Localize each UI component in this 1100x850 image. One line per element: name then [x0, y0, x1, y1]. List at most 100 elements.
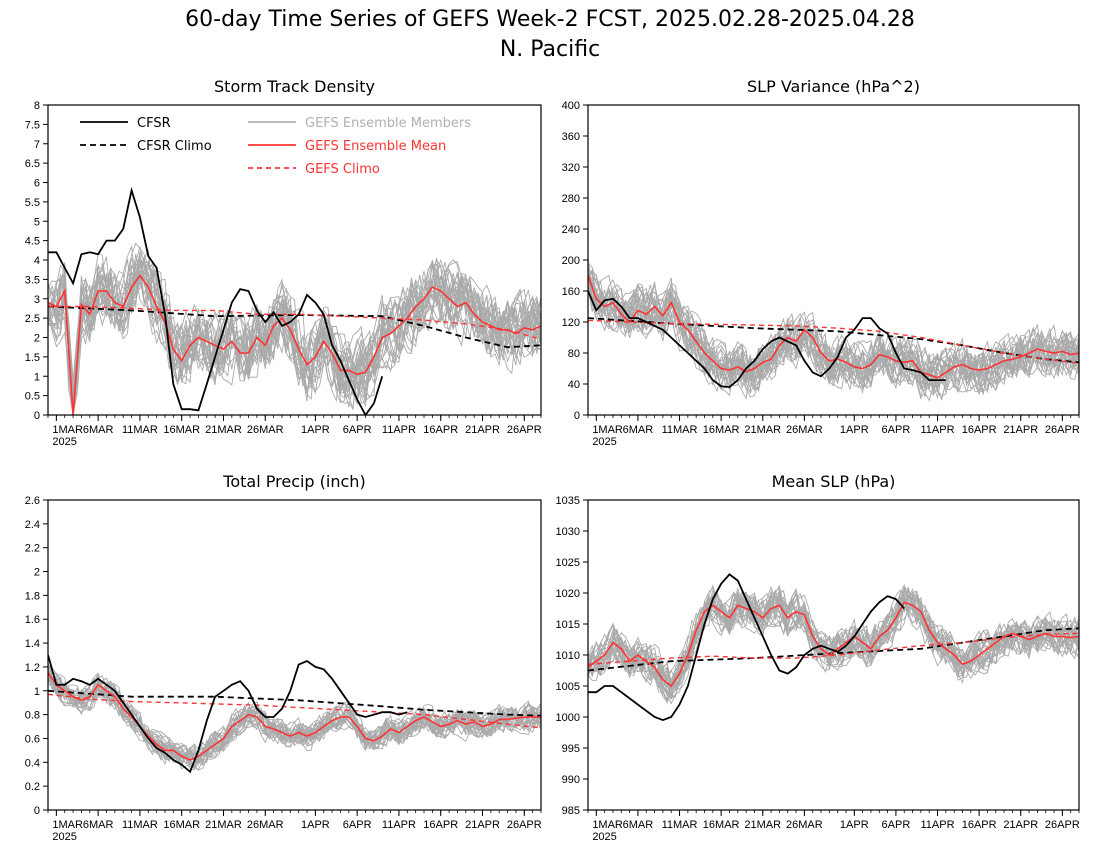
y-tick-label: 3: [34, 294, 40, 306]
x-tick-label: 21MAR: [744, 424, 781, 436]
panel-title: SLP Variance (hPa^2): [747, 77, 920, 96]
y-tick-label: 0: [34, 805, 40, 817]
x-tick-label: 16APR: [962, 819, 997, 831]
series-line-cfsr: [588, 573, 905, 722]
ensemble-member-line: [48, 673, 541, 771]
y-tick-label: 1005: [556, 681, 580, 693]
ensemble-member-line: [48, 252, 541, 412]
ensemble-member-line: [588, 258, 1079, 394]
y-tick-label: 1000: [556, 712, 580, 724]
ensemble-member-line: [588, 590, 1079, 690]
y-tick-label: 280: [562, 193, 580, 205]
y-tick-label: 1030: [556, 526, 580, 538]
y-tick-label: 4: [34, 255, 40, 267]
x-tick-label: 21APR: [465, 424, 500, 436]
x-tick-label: 16MAR: [703, 424, 740, 436]
series-line-cfsr: [48, 654, 408, 774]
ensemble-member-line: [588, 266, 1079, 400]
panel-precip: Total Precip (inch) 0 0.2 0.4 0.6 0.8 1 1.2 1.4 1…: [25, 472, 542, 843]
plot-area: [48, 186, 541, 415]
x-tick-label: 11APR: [921, 819, 955, 831]
ensemble-member-line: [588, 585, 1079, 700]
y-tick-label: 40: [568, 379, 580, 391]
x-tick-label: 21MAR: [744, 819, 781, 831]
series-line-gefs-ensemble-mean: [48, 274, 541, 415]
x-tick-label: 6APR: [882, 819, 911, 831]
y-tick-label: 2.2: [25, 543, 40, 555]
y-tick-label: 5: [34, 216, 40, 228]
y-tick-label: 1015: [556, 619, 580, 631]
y-tick-label: 6: [34, 178, 40, 190]
legend-label-cfsr: CFSR: [137, 116, 171, 131]
y-tick-label: 0.5: [25, 391, 40, 403]
x-tick-label: 16MAR: [163, 819, 200, 831]
y-tick-label: 1: [34, 686, 40, 698]
y-tick-label: 995: [562, 743, 580, 755]
ensemble-member-line: [588, 272, 1079, 398]
series-line-cfsr-climo: [48, 689, 541, 717]
series-line-cfsr-climo: [588, 317, 1079, 364]
x-tick-label: 1APR: [840, 819, 869, 831]
series-line-gefs-climo: [48, 305, 541, 341]
panel-meanslp: Mean SLP (hPa) 985 990 995 1000 1005 1010 1015 1…: [556, 472, 1080, 843]
y-tick-label: 985: [562, 805, 580, 817]
legend: CFSR CFSR Climo GEFS Ensemble Members GEFS …: [80, 116, 471, 177]
x-tick-label: 11MAR: [662, 424, 698, 436]
y-tick-label: 1035: [556, 495, 580, 507]
y-tick-label: 2.6: [25, 495, 40, 507]
y-tick-label: 0.8: [25, 710, 40, 722]
y-tick-label: 1: [34, 371, 40, 383]
series-line-gefs-ensemble-mean: [588, 275, 1079, 379]
y-tick-label: 240: [562, 224, 580, 236]
x-tick-label: 11MAR: [122, 819, 158, 831]
y-tick-label: 4.5: [25, 236, 40, 248]
x-tick-label: 6APR: [343, 819, 372, 831]
y-tick-label: 2.4: [25, 519, 40, 531]
ensemble-member-line: [48, 250, 541, 405]
x-tick-label: 6MAR: [83, 819, 114, 831]
y-tick-label: 6.5: [25, 158, 40, 170]
x-tick-label: 6APR: [882, 424, 911, 436]
ensemble-member-line: [588, 257, 1079, 394]
x-tick-label: 1MAR: [592, 424, 623, 436]
y-tick-label: 1.4: [25, 638, 40, 650]
x-year-label: 2025: [592, 831, 616, 843]
x-tick-label: 1APR: [301, 424, 330, 436]
y-tick-label: 1010: [556, 650, 580, 662]
x-tick-label: 1MAR: [592, 819, 623, 831]
y-tick-label: 2: [34, 333, 40, 345]
series-line-gefs-climo: [588, 319, 1079, 364]
x-tick-label: 21APR: [465, 819, 500, 831]
series-line-cfsr: [48, 186, 384, 415]
x-tick-label: 11APR: [382, 819, 416, 831]
x-tick-label: 6MAR: [623, 819, 654, 831]
x-tick-label: 11APR: [921, 424, 955, 436]
y-tick-label: 1025: [556, 557, 580, 569]
plot-frame: [47, 499, 542, 811]
plot-area: [588, 257, 1079, 402]
ensemble-member-line: [48, 246, 541, 415]
ensemble-member-line: [588, 589, 1079, 686]
panel-title: Storm Track Density: [214, 77, 375, 96]
series-line-gefs-ensemble-mean: [588, 601, 1079, 688]
ensemble-members: [48, 242, 541, 415]
y-tick-label: 3.5: [25, 274, 40, 286]
x-tick-label: 26MAR: [786, 819, 823, 831]
x-tick-label: 21APR: [1003, 424, 1038, 436]
y-tick-label: 360: [562, 131, 580, 143]
series-line-gefs-ensemble-mean: [48, 672, 541, 761]
x-tick-label: 26APR: [507, 819, 542, 831]
y-tick-label: 7.5: [25, 119, 40, 131]
ensemble-member-line: [48, 682, 541, 764]
plot-frame: [47, 104, 542, 416]
x-tick-label: 26MAR: [247, 819, 284, 831]
y-tick-label: 2.5: [25, 313, 40, 325]
series-line-cfsr: [588, 290, 946, 389]
x-year-label: 2025: [592, 436, 616, 448]
x-tick-label: 11MAR: [662, 819, 698, 831]
x-tick-label: 26APR: [507, 424, 542, 436]
y-tick-label: 0: [34, 410, 40, 422]
x-tick-label: 6APR: [343, 424, 372, 436]
